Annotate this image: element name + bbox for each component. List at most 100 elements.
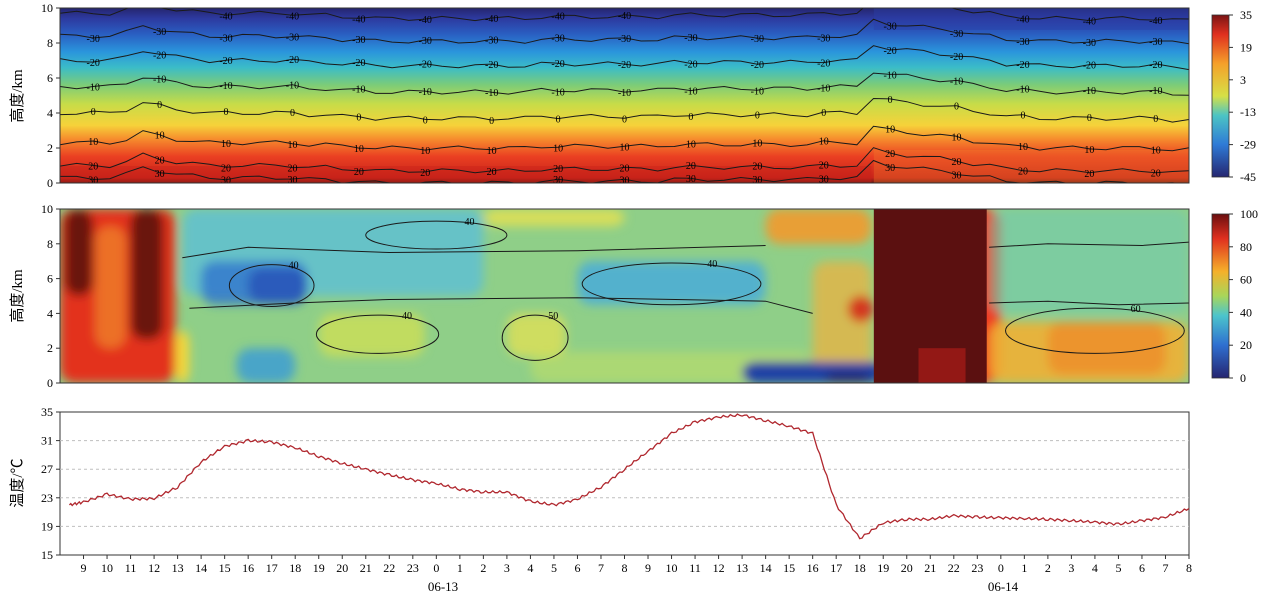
- humidity-contour-60: [1005, 307, 1185, 354]
- contour-label: -30: [751, 34, 764, 45]
- contour-label: -20: [684, 59, 697, 70]
- xtick-label: 21: [924, 561, 936, 575]
- temp-colorbar-tick-label: 35: [1240, 8, 1252, 22]
- contour-label: -40: [618, 11, 631, 22]
- xtick-label: 2: [480, 561, 486, 575]
- contour-label: 0: [91, 107, 96, 118]
- xtick-label: 22: [948, 561, 960, 575]
- contour-label: 20: [354, 167, 364, 178]
- xtick-label: 3: [504, 561, 510, 575]
- line-ytick-label: 15: [41, 548, 53, 562]
- contour-label: 0: [356, 113, 361, 124]
- xtick-label: 11: [125, 561, 137, 575]
- contour-label: 10: [819, 137, 829, 148]
- xtick-label: 14: [195, 561, 207, 575]
- contour-label: -30: [551, 33, 564, 44]
- contour-label: 30: [752, 175, 762, 186]
- contour-label: -40: [419, 15, 432, 26]
- contour-label: 0: [1153, 114, 1158, 125]
- contour-label: 0: [954, 102, 959, 113]
- humidity-contour-50: [501, 314, 569, 361]
- contour-label: -40: [485, 14, 498, 25]
- contour-label: 20: [420, 168, 430, 179]
- xtick-label: 15: [783, 561, 795, 575]
- contour-label: -30: [352, 35, 365, 46]
- temp-ytick-label: 8: [47, 36, 53, 50]
- contour-label: 0: [755, 111, 760, 122]
- line-ytick-label: 19: [41, 519, 53, 533]
- humidity-colorbar: [1211, 213, 1230, 379]
- xtick-label: 5: [551, 561, 557, 575]
- contour-line--10: [60, 72, 1189, 96]
- contour-label: 30: [553, 175, 563, 186]
- contour-label: 0: [888, 95, 893, 106]
- contour-label: -40: [551, 11, 564, 22]
- xtick-label: 5: [1115, 561, 1121, 575]
- contour-label: -10: [352, 85, 365, 96]
- xtick-label: 12: [148, 561, 160, 575]
- contour-label: 10: [88, 137, 98, 148]
- contour-label: -10: [153, 75, 166, 86]
- contour-label: 30: [885, 163, 895, 174]
- contour-label: -20: [485, 60, 498, 71]
- xtick-label: 21: [360, 561, 372, 575]
- contour-line-10: [60, 125, 1189, 152]
- xtick-label: 12: [713, 561, 725, 575]
- temp-ytick-label: 0: [47, 176, 53, 190]
- temperature-frame: [59, 7, 1190, 184]
- xtick-label: 17: [266, 561, 278, 575]
- contour-label: -30: [883, 22, 896, 33]
- temperature-panel-ylabel: 高度/km: [9, 69, 26, 123]
- rh-ytick-label: 10: [41, 202, 53, 216]
- date-label-0613: 06-13: [428, 579, 458, 594]
- humidity-frame: [59, 208, 1190, 384]
- contour-label: 30: [686, 174, 696, 185]
- line-ytick-label: 23: [41, 491, 53, 505]
- contour-label: -20: [751, 60, 764, 71]
- contour-label: 0: [157, 100, 162, 111]
- contour-label: -30: [618, 34, 631, 45]
- humidity-region: [824, 372, 872, 383]
- contour-label: -20: [153, 50, 166, 61]
- xtick-label: 0: [998, 561, 1004, 575]
- contour-label: 10: [487, 146, 497, 157]
- contour-line-30: [60, 159, 1179, 183]
- xtick-label: 18: [289, 561, 301, 575]
- xtick-label: 9: [645, 561, 651, 575]
- contour-label: 30: [620, 175, 630, 186]
- contour-label: -30: [87, 34, 100, 45]
- daytime-surface-warm-band: [60, 166, 872, 183]
- contour-label: 20: [287, 164, 297, 175]
- contour-label: 40: [707, 259, 717, 270]
- contour-label: -30: [684, 33, 697, 44]
- humidity-region: [1047, 322, 1166, 375]
- contour-label: 20: [620, 163, 630, 174]
- contour-label: 10: [620, 142, 630, 153]
- date-label-0614: 06-14: [988, 579, 1019, 594]
- contour-label: -20: [87, 58, 100, 69]
- humidity-contour-40: [315, 314, 440, 354]
- humidity-contour-line: [182, 245, 766, 259]
- contour-label: 50: [548, 311, 558, 322]
- temp-colorbar-tick-label: 19: [1240, 40, 1252, 54]
- line-plot-ylabel: 温度/℃: [9, 458, 26, 507]
- contour-label: 10: [1151, 146, 1161, 157]
- xtick-label: 10: [101, 561, 113, 575]
- contour-label: -10: [1016, 84, 1029, 95]
- contour-label: 10: [287, 140, 297, 151]
- xtick-label: 16: [242, 561, 254, 575]
- contour-line-20: [60, 147, 1189, 174]
- xtick-label: 0: [433, 561, 439, 575]
- contour-label: -20: [817, 59, 830, 70]
- contour-label: -30: [419, 36, 432, 47]
- contour-label: -10: [751, 86, 764, 97]
- contour-label: 10: [354, 144, 364, 155]
- contour-label: 0: [556, 115, 561, 126]
- contour-label: 10: [1018, 142, 1028, 153]
- contour-label: 20: [553, 164, 563, 175]
- contour-label: -10: [684, 87, 697, 98]
- contour-label: 30: [88, 175, 98, 186]
- contour-label: 20: [88, 161, 98, 172]
- contour-label: 0: [290, 108, 295, 119]
